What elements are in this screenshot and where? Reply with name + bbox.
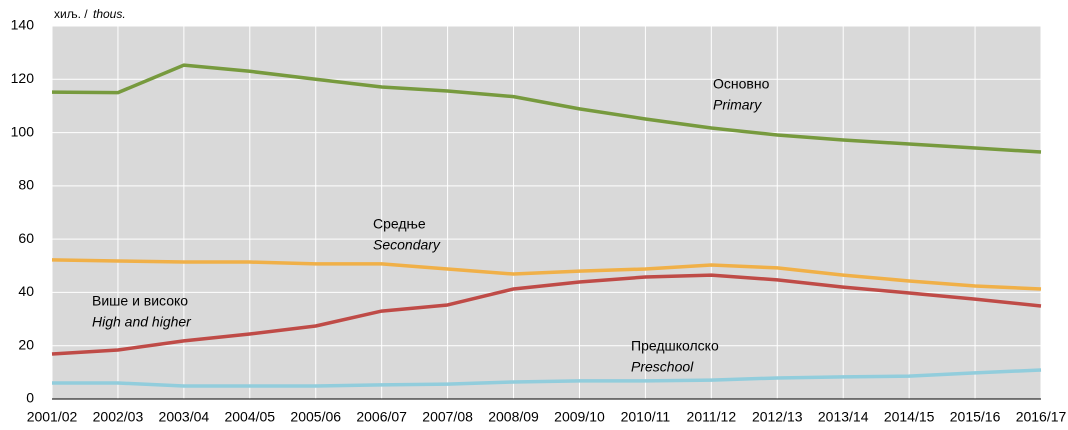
series-label-en: Secondary — [373, 237, 441, 253]
x-tick-label: 2014/15 — [884, 409, 935, 425]
x-tick-label: 2002/03 — [93, 409, 144, 425]
x-tick-label: 2005/06 — [290, 409, 341, 425]
series-label: Основно — [713, 76, 770, 92]
x-tick-label: 2012/13 — [752, 409, 803, 425]
series-label-en: Primary — [713, 97, 762, 113]
y-tick-label: 80 — [18, 177, 34, 193]
x-tick-label: 2016/17 — [1016, 409, 1067, 425]
x-tick-label: 2010/11 — [621, 409, 671, 425]
y-tick-label: 120 — [11, 70, 35, 86]
y-tick-label: 40 — [18, 283, 34, 299]
x-tick-label: 2013/14 — [818, 409, 869, 425]
series-label: Предшколско — [631, 338, 719, 354]
y-tick-label: 100 — [11, 123, 35, 139]
series-label: Више и високо — [92, 293, 188, 309]
x-tick-label: 2015/16 — [950, 409, 1001, 425]
y-unit-en: thous. — [93, 7, 126, 21]
x-tick-label: 2003/04 — [159, 409, 210, 425]
plot-area — [52, 26, 1041, 399]
series-line — [51, 63, 1042, 154]
y-unit: хиљ. / — [54, 7, 88, 21]
x-tick-label: 2009/10 — [554, 409, 605, 425]
series-label-en: High and higher — [92, 314, 192, 330]
series-line — [51, 258, 1042, 291]
series-label: Средње — [373, 216, 426, 232]
x-tick-label: 2001/02 — [27, 409, 78, 425]
series-label-en: Preschool — [631, 359, 694, 375]
x-tick-label: 2006/07 — [356, 409, 407, 425]
y-tick-label: 0 — [26, 390, 34, 406]
y-tick-label: 60 — [18, 230, 34, 246]
x-tick-label: 2008/09 — [488, 409, 539, 425]
x-tick-label: 2004/05 — [224, 409, 275, 425]
y-tick-label: 140 — [11, 17, 35, 33]
x-tick-label: 2007/08 — [422, 409, 473, 425]
series-line — [52, 368, 1042, 388]
series-line — [51, 273, 1042, 356]
y-tick-label: 20 — [18, 336, 34, 352]
x-tick-label: 2011/12 — [687, 409, 737, 425]
